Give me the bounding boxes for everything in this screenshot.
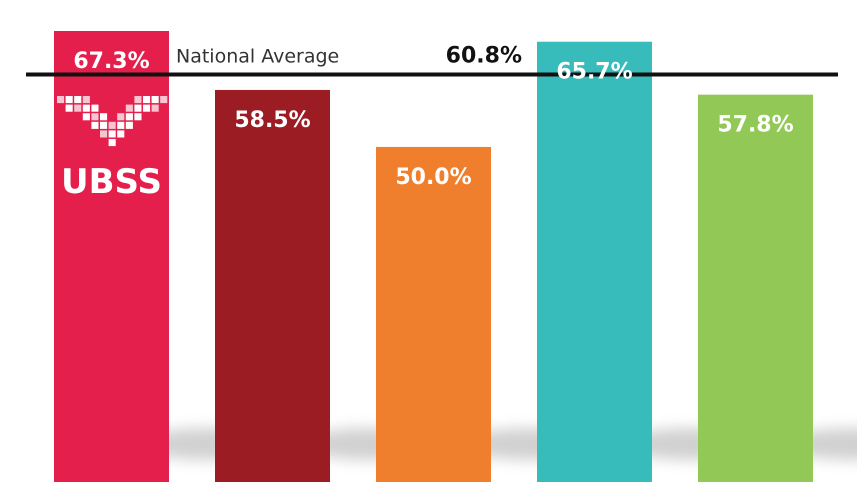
logo-pixel xyxy=(117,113,125,121)
bars-group xyxy=(54,31,813,483)
logo-pixel xyxy=(65,104,73,112)
logo-pixel xyxy=(125,121,133,129)
bar-5 xyxy=(698,94,813,482)
logo-pixel xyxy=(100,113,108,121)
logo-pixel xyxy=(143,96,151,104)
logo-pixel xyxy=(57,96,65,104)
logo-pixel xyxy=(108,130,116,138)
ubss-logo: UBSS xyxy=(57,96,168,202)
logo-pixel xyxy=(134,96,142,104)
logo-pixel xyxy=(100,121,108,129)
logo-pixel xyxy=(65,96,73,104)
logo-pixel xyxy=(108,139,116,147)
logo-pixel xyxy=(134,113,142,121)
logo-pixel xyxy=(82,104,90,112)
logo-pixel xyxy=(91,121,99,129)
logo-pixel xyxy=(108,121,116,129)
logo-pixel xyxy=(91,113,99,121)
ubss-logo-icon xyxy=(57,96,168,147)
logo-pixel xyxy=(82,96,90,104)
logo-pixel xyxy=(100,130,108,138)
bar-3 xyxy=(376,146,491,482)
logo-pixel xyxy=(91,104,99,112)
bar-value-label-1: 67.3% xyxy=(73,49,149,74)
national-average-label: National Average xyxy=(176,46,339,68)
ubss-logo-text: UBSS xyxy=(61,162,162,202)
bar-value-label-4: 65.7% xyxy=(556,60,632,85)
logo-pixel xyxy=(117,130,125,138)
logo-pixel xyxy=(143,104,151,112)
logo-pixel xyxy=(117,121,125,129)
logo-pixel xyxy=(160,96,168,104)
national-average-value: 60.8% xyxy=(446,44,522,69)
logo-pixel xyxy=(82,113,90,121)
bar-4 xyxy=(537,41,652,483)
logo-pixel xyxy=(151,96,159,104)
logo-pixel xyxy=(125,113,133,121)
bar-2 xyxy=(215,89,330,482)
logo-pixel xyxy=(74,96,82,104)
bar-value-label-3: 50.0% xyxy=(395,165,471,190)
logo-pixel xyxy=(74,104,82,112)
bar-value-label-5: 57.8% xyxy=(717,113,793,138)
logo-pixel xyxy=(125,104,133,112)
logo-pixel xyxy=(134,104,142,112)
bar-value-label-2: 58.5% xyxy=(234,108,310,133)
logo-pixel xyxy=(151,104,159,112)
value-labels-group: 67.3% 58.5% 50.0% 65.7% 57.8% xyxy=(73,49,793,190)
